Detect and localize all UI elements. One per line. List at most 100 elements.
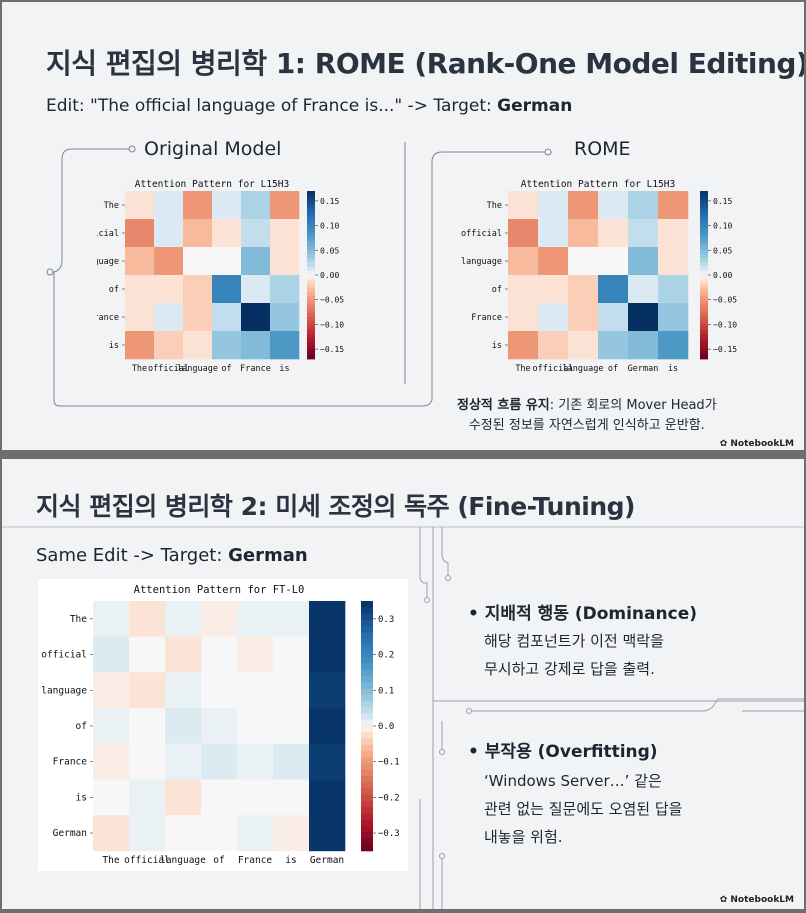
- colorbar-segment: [307, 354, 315, 360]
- colorbar-segment: [307, 191, 315, 196]
- heatmap-cell: [154, 303, 184, 332]
- colorbar-segment: [700, 291, 708, 297]
- y-tick-label: is: [109, 341, 119, 351]
- colorbar-segment: [361, 650, 373, 658]
- x-tick-label: France: [240, 364, 271, 374]
- heatmap-cell: [165, 815, 202, 852]
- heatmap-cell: [273, 779, 310, 816]
- colorbar-segment: [700, 287, 708, 293]
- bullet-overfitting-line: 관련 없는 질문에도 오염된 답을: [484, 800, 683, 818]
- heatmap-cell: [125, 191, 155, 220]
- colorbar-segment: [307, 333, 315, 339]
- colorbar-segment: [700, 233, 708, 238]
- colorbar-segment: [361, 638, 373, 646]
- heatmap-cell: [212, 331, 242, 360]
- x-tick-label: France: [238, 855, 273, 866]
- circuit-lines: [46, 142, 552, 407]
- x-tick-label: official: [124, 855, 170, 866]
- bullet-dominance-title: 지배적 행동 (Dominance): [484, 604, 697, 624]
- colorbar-tick-label: 0.15: [713, 197, 732, 206]
- heatmap-cell: [508, 191, 539, 220]
- heatmap-cell: [93, 815, 130, 852]
- heatmap-cell: [598, 219, 629, 248]
- colorbar-segment: [361, 825, 373, 833]
- colorbar-segment: [361, 682, 373, 689]
- colorbar-segment: [361, 782, 373, 789]
- heatmap-cell: [183, 219, 213, 248]
- colorbar-segment: [361, 794, 373, 802]
- heatmap-cell: [568, 275, 599, 304]
- heatmap-cell: [658, 191, 689, 220]
- bullet-overfitting-line: 내놓을 위험.: [484, 828, 563, 846]
- heatmap-cell: [165, 708, 202, 745]
- colorbar-segment: [307, 207, 315, 213]
- heatmap-cell: [183, 247, 213, 276]
- ft-attention-heatmap: Attention Pattern for FT-L0Theofficialla…: [41, 584, 399, 866]
- x-tick-label: official: [533, 364, 574, 374]
- heatmap-cell: [129, 672, 166, 709]
- heatmap-cell: [598, 191, 629, 220]
- y-tick-label: The: [70, 614, 87, 625]
- colorbar-segment: [361, 732, 373, 739]
- x-tick-label: is: [285, 855, 296, 866]
- heatmap-card: Attention Pattern for FT-L0 The official la…: [38, 579, 408, 871]
- colorbar-segment: [361, 713, 373, 721]
- colorbar-segment: [307, 254, 315, 259]
- colorbar-segment: [700, 279, 708, 284]
- heatmap-cell: [212, 219, 242, 248]
- colorbar-segment: [361, 838, 373, 846]
- heatmap-cell: [125, 247, 155, 276]
- colorbar-tick-label: 0.00: [713, 271, 732, 280]
- heatmap-cell: [309, 636, 346, 673]
- heatmap-cell: [237, 779, 274, 816]
- colorbar-segment: [361, 813, 373, 821]
- colorbar-segment: [307, 325, 315, 330]
- y-tick-label: France: [53, 757, 88, 768]
- colorbar-segment: [700, 333, 708, 339]
- colorbar-tick-label: −0.10: [320, 320, 344, 329]
- heatmap-cell: [568, 303, 599, 332]
- heatmap-cell: [154, 191, 184, 220]
- colorbar-tick-label: −0.10: [713, 320, 737, 329]
- y-tick-label: The: [104, 201, 119, 211]
- heatmap-cell: [628, 247, 659, 276]
- heatmap-cell: [129, 636, 166, 673]
- colorbar-segment: [700, 191, 708, 196]
- colorbar-segment: [361, 832, 373, 839]
- colorbar-segment: [700, 308, 708, 314]
- heatmap-cell: [183, 331, 213, 360]
- y-tick-label: is: [492, 341, 502, 351]
- heatmap-cell: [201, 815, 238, 852]
- colorbar-segment: [361, 738, 373, 746]
- colorbar-segment: [307, 287, 315, 293]
- x-tick-label: The: [132, 364, 147, 374]
- bullet-dominance: • 지배적 행동 (Dominance): [468, 604, 697, 624]
- heatmap-cell: [154, 219, 184, 248]
- colorbar-tick-label: 0.3: [378, 615, 394, 625]
- colorbar-segment: [307, 237, 315, 242]
- colorbar-segment: [307, 212, 315, 217]
- colorbar-segment: [700, 241, 708, 246]
- heatmap-cell: [125, 331, 155, 360]
- heatmap-cell: [628, 191, 659, 220]
- y-tick-label: of: [492, 285, 502, 295]
- y-tick-label: France: [97, 313, 119, 323]
- colorbar-segment: [361, 775, 373, 783]
- colorbar-segment: [307, 249, 315, 255]
- colorbar-segment: [700, 254, 708, 259]
- heatmap-cell: [93, 743, 130, 780]
- colorbar-segment: [700, 296, 708, 301]
- rome-attention-heatmap: Attention Pattern for L15H3Theofficialla…: [461, 179, 737, 374]
- heatmap-cell: [241, 303, 271, 332]
- colorbar-tick-label: 0.05: [320, 246, 339, 255]
- colorbar-segment: [361, 719, 373, 727]
- heatmap-cell: [165, 743, 202, 780]
- heatmap-cell: [129, 743, 166, 780]
- heatmap-cell: [129, 601, 166, 637]
- colorbar-segment: [361, 807, 373, 814]
- colorbar-segment: [700, 207, 708, 213]
- colorbar-segment: [307, 245, 315, 251]
- heatmap-cell: [508, 219, 539, 248]
- colorbar-segment: [361, 657, 373, 664]
- colorbar-segment: [361, 669, 373, 677]
